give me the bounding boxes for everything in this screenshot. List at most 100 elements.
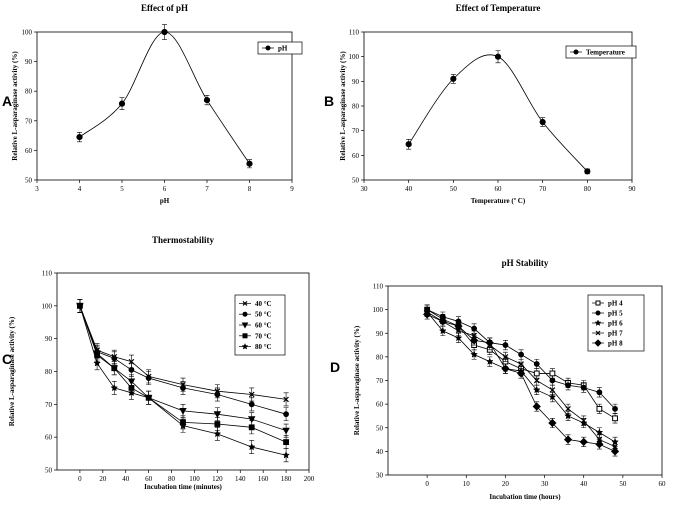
chart-b-y-tick-label: 50 — [352, 177, 360, 185]
chart-c-y-tick-label: 70 — [45, 401, 53, 409]
chart-c-x-axis-label: Incubation time (minutes) — [144, 483, 222, 491]
chart-d-data-point — [485, 357, 494, 365]
chart-c-data-point — [111, 365, 118, 372]
chart-b-y-tick-label: 60 — [352, 152, 360, 160]
chart-c-legend-marker — [242, 333, 248, 339]
chart-b-legend-label: Temperature — [586, 49, 625, 57]
chart-d-legend-marker — [594, 339, 602, 347]
chart-c-data-point — [283, 396, 289, 403]
chart-thermostability: Thermostability Incubation time (minutes)… — [8, 235, 315, 491]
chart-d-data-point — [485, 338, 494, 347]
chart-d-data-point — [595, 440, 604, 449]
chart-d-data-point — [516, 369, 526, 378]
chart-d-title: pH Stability — [502, 258, 549, 268]
chart-a-series-line-1 — [79, 31, 250, 164]
chart-a-legend-marker — [265, 45, 271, 51]
chart-a-x-tick-label: 5 — [120, 185, 124, 193]
panel-label-c: C — [2, 351, 12, 367]
chart-c-data-point — [180, 385, 186, 391]
chart-a-y-tick-label: 60 — [25, 147, 33, 155]
chart-d-data-point — [470, 336, 479, 345]
chart-c-data-point — [248, 424, 255, 431]
chart-c-data-point — [179, 421, 187, 429]
chart-d-data-point — [565, 406, 571, 412]
chart-c-y-tick-label: 60 — [45, 434, 53, 442]
chart-c-data-point — [111, 355, 118, 362]
chart-d-data-point — [533, 370, 540, 377]
chart-b-data-point — [539, 118, 546, 126]
chart-c-x-tick-label: 120 — [212, 475, 223, 483]
chart-c-y-tick-label: 50 — [45, 467, 53, 475]
chart-c-legend-label: 50 °C — [255, 311, 272, 319]
chart-a-legend-box — [257, 41, 303, 55]
chart-d-data-point — [454, 333, 463, 342]
chart-c-x-tick-label: 80 — [168, 475, 176, 483]
chart-b-x-tick-label: 90 — [629, 185, 637, 193]
chart-ph-stability: pH Stability Incubation time (hours) Relat… — [353, 258, 666, 501]
chart-d-x-tick-label: 30 — [541, 480, 549, 488]
chart-b-x-axis-label: Temperature (º C) — [471, 197, 526, 205]
chart-a-y-tick-label: 80 — [25, 88, 33, 96]
chart-a-x-tick-label: 9 — [290, 185, 294, 193]
chart-c-legend-label: 40 °C — [255, 300, 272, 308]
chart-a-y-tick-label: 50 — [25, 177, 33, 185]
chart-d-data-point — [532, 402, 541, 411]
chart-c-y-tick-label: 110 — [42, 270, 53, 278]
chart-d-legend-marker — [595, 330, 601, 336]
chart-d-data-point — [518, 351, 524, 358]
chart-d-legend-marker — [595, 310, 601, 316]
chart-d-data-point — [549, 387, 556, 393]
chart-b-y-tick-label: 110 — [349, 29, 360, 37]
chart-d-y-tick-label: 110 — [373, 283, 384, 291]
chart-b-title: Effect of Temperature — [456, 3, 541, 13]
chart-b-x-tick-label: 80 — [584, 185, 592, 193]
chart-d-y-tick-label: 80 — [376, 353, 384, 361]
chart-b-y-tick-label: 80 — [352, 103, 360, 111]
chart-c-title: Thermostability — [152, 235, 214, 245]
chart-a-y-tick-label: 70 — [25, 117, 33, 125]
chart-b-data-point — [584, 168, 591, 175]
chart-c-data-point — [283, 439, 289, 445]
chart-d-data-point — [595, 428, 604, 436]
chart-c-data-point — [282, 451, 290, 459]
chart-d-data-point — [423, 310, 432, 319]
chart-b-legend-marker — [573, 49, 579, 55]
panel-label-d: D — [330, 359, 340, 375]
chart-a-data-point — [118, 100, 126, 107]
chart-effect-of-ph: Effect of pH pH Relative L-asparaginase ac… — [11, 3, 303, 205]
chart-d-legend-label: pH 8 — [608, 340, 623, 348]
chart-c-data-point — [179, 408, 187, 415]
chart-d-data-point — [502, 354, 509, 360]
chart-a-x-tick-label: 3 — [35, 185, 39, 193]
chart-b-legend-box — [565, 45, 637, 59]
chart-b-data-point — [450, 75, 457, 82]
chart-d-x-tick-label: 20 — [502, 480, 510, 488]
chart-d-y-axis-label: Relative L-asparaginase activity (%) — [353, 325, 361, 435]
chart-d-y-tick-label: 30 — [376, 472, 384, 480]
chart-b-x-tick-label: 60 — [495, 185, 503, 193]
chart-d-y-tick-label: 40 — [376, 448, 384, 456]
chart-a-y-tick-label: 90 — [25, 58, 33, 66]
chart-a-x-tick-label: 4 — [78, 185, 82, 193]
chart-d-data-point — [564, 411, 572, 420]
chart-b-y-tick-label: 100 — [349, 53, 360, 61]
chart-d-data-point — [549, 370, 556, 377]
chart-a-x-tick-label: 6 — [163, 185, 167, 193]
chart-d-y-tick-label: 100 — [373, 306, 384, 314]
chart-d-data-point — [502, 342, 509, 348]
chart-c-x-tick-label: 0 — [78, 475, 82, 483]
chart-d-data-point — [579, 437, 588, 447]
chart-d-data-point — [438, 317, 447, 326]
chart-c-data-point — [213, 411, 222, 419]
chart-c-data-point — [247, 416, 256, 424]
chart-d-data-point — [549, 377, 556, 384]
chart-c-data-point — [248, 391, 255, 398]
panel-label-a: A — [2, 93, 12, 109]
chart-c-legend-label: 60 °C — [255, 322, 272, 330]
chart-c-data-point — [144, 393, 153, 402]
chart-c-data-point — [282, 427, 290, 435]
chart-d-data-point — [548, 418, 557, 428]
chart-c-legend-label: 80 °C — [255, 343, 272, 351]
chart-d-data-point — [610, 447, 620, 456]
